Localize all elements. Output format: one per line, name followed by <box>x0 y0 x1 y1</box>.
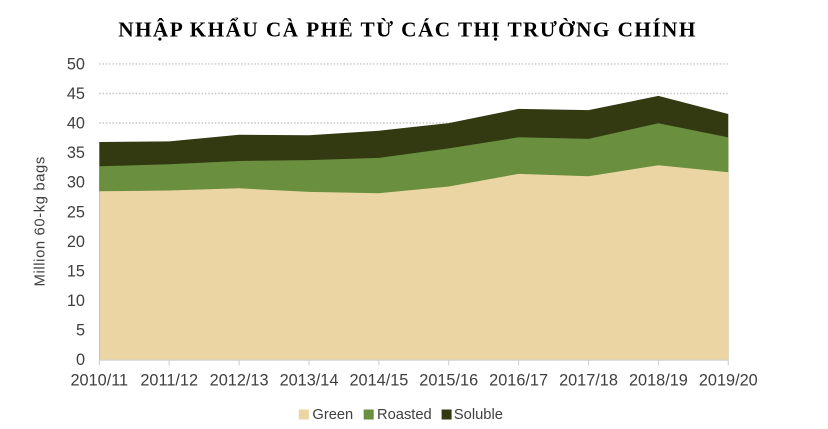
svg-text:10: 10 <box>67 292 85 310</box>
svg-text:2012/13: 2012/13 <box>210 372 269 390</box>
svg-text:45: 45 <box>67 85 85 103</box>
svg-text:35: 35 <box>67 144 85 162</box>
svg-text:Soluble: Soluble <box>454 407 503 423</box>
svg-text:20: 20 <box>67 233 85 251</box>
svg-text:2018/19: 2018/19 <box>629 372 688 390</box>
svg-text:2016/17: 2016/17 <box>489 372 548 390</box>
svg-text:0: 0 <box>76 351 85 369</box>
svg-text:2010/11: 2010/11 <box>70 372 128 390</box>
svg-text:50: 50 <box>67 56 85 74</box>
svg-text:5: 5 <box>76 322 85 340</box>
svg-text:2015/16: 2015/16 <box>419 372 478 390</box>
svg-text:NHẬP KHẨU CÀ PHÊ TỪ CÁC THỊ TR: NHẬP KHẨU CÀ PHÊ TỪ CÁC THỊ TRƯỜNG CHÍNH <box>118 17 697 41</box>
svg-text:Roasted: Roasted <box>377 407 432 423</box>
svg-text:30: 30 <box>67 174 85 192</box>
svg-text:40: 40 <box>67 115 85 133</box>
svg-text:2014/15: 2014/15 <box>349 372 408 390</box>
svg-text:2017/18: 2017/18 <box>559 372 618 390</box>
svg-text:2019/20: 2019/20 <box>699 372 758 390</box>
svg-text:2013/14: 2013/14 <box>280 372 339 390</box>
svg-text:2011/12: 2011/12 <box>140 372 198 390</box>
svg-text:Million 60-kg bags: Million 60-kg bags <box>33 156 49 286</box>
svg-text:15: 15 <box>67 262 85 280</box>
svg-text:25: 25 <box>67 203 85 221</box>
svg-text:Green: Green <box>312 407 353 423</box>
